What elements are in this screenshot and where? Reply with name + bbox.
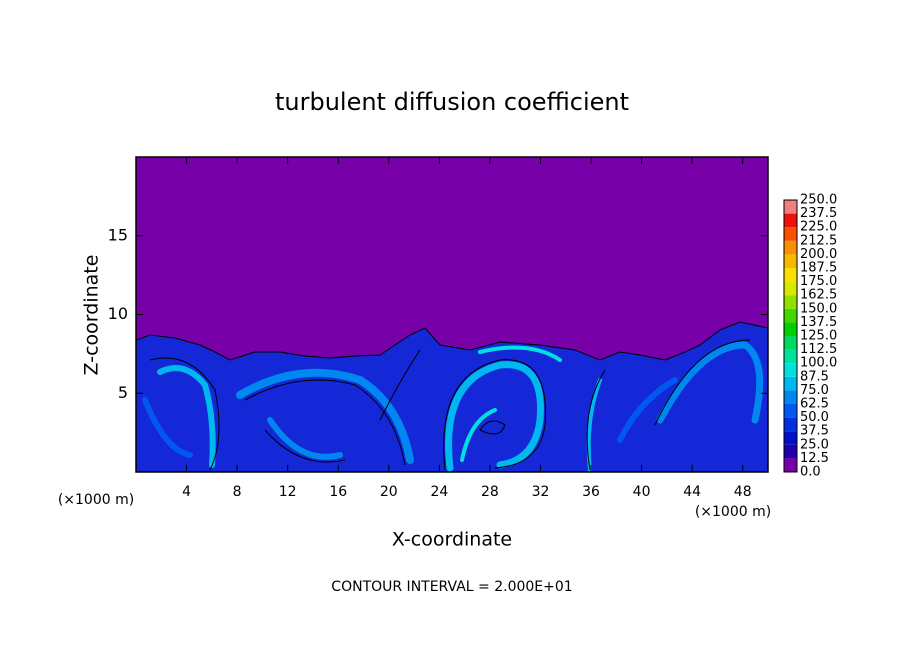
y-tick-label: 10 <box>108 304 128 323</box>
colorbar-label: 12.5 <box>800 451 829 466</box>
x-tick-label: 8 <box>233 484 242 500</box>
field-region <box>136 321 768 472</box>
colorbar-segment <box>784 458 797 472</box>
colorbar-segment <box>784 213 797 228</box>
colorbar-label: 175.0 <box>800 274 837 289</box>
colorbar-segment <box>784 227 797 241</box>
y-tick-label: 15 <box>108 225 128 244</box>
colorbar-segment <box>784 268 797 282</box>
colorbar-label: 250.0 <box>800 193 837 208</box>
colorbar-segment <box>784 417 797 432</box>
colorbar-label: 225.0 <box>800 220 837 235</box>
colorbar-segment <box>784 444 797 459</box>
colorbar-segment <box>784 254 797 268</box>
colorbar-segment <box>784 404 797 418</box>
colorbar-label: 37.5 <box>800 424 829 439</box>
colorbar-segment <box>784 281 797 296</box>
colorbar-label: 112.5 <box>800 342 837 357</box>
colorbar-segment <box>784 376 797 391</box>
x-tick-label: 12 <box>279 484 297 500</box>
colorbar-label: 212.5 <box>800 233 837 248</box>
y-tick-label: 5 <box>118 383 128 402</box>
colorbar-label: 200.0 <box>800 247 837 262</box>
x-tick-label: 24 <box>430 484 448 500</box>
x-tick-label: 20 <box>380 484 398 500</box>
colorbar-label: 237.5 <box>800 206 837 221</box>
colorbar-segment <box>784 349 797 364</box>
colorbar-label: 25.0 <box>800 437 829 452</box>
x-tick-label: 44 <box>683 484 701 500</box>
x-tick-label: 4 <box>182 484 191 500</box>
colorbar-segment <box>784 336 797 350</box>
x-tick-label: 48 <box>734 484 752 500</box>
y-axis-label: Z-coordinate <box>81 255 103 376</box>
field <box>136 157 768 472</box>
colorbar-label: 187.5 <box>800 261 837 276</box>
x-unit-label: (×1000 m) <box>695 504 771 520</box>
colorbar-segment <box>784 363 797 377</box>
x-tick-label: 16 <box>329 484 347 500</box>
x-tick-label: 40 <box>633 484 651 500</box>
colorbar-segment <box>784 240 797 255</box>
colorbar-label: 50.0 <box>800 410 829 425</box>
x-tick-label: 36 <box>582 484 600 500</box>
annotation: CONTOUR INTERVAL = 2.000E+01 <box>331 579 572 595</box>
colorbar-frame <box>783 199 798 473</box>
colorbar-segment <box>784 295 797 309</box>
colorbar-segment <box>784 390 797 404</box>
colorbar-label: 87.5 <box>800 369 829 384</box>
colorbar-segment <box>784 431 797 445</box>
colorbar-segment <box>784 322 797 336</box>
x-tick-label: 28 <box>481 484 499 500</box>
colorbar-label: 100.0 <box>800 356 837 371</box>
x-unit-label: (×1000 m) <box>58 492 134 508</box>
colorbar-label: 75.0 <box>800 383 829 398</box>
x-tick-label: 32 <box>532 484 550 500</box>
x-axis-label: X-coordinate <box>392 529 512 551</box>
chart-title: turbulent diffusion coefficient <box>275 88 629 116</box>
colorbar-label: 62.5 <box>800 397 829 412</box>
colorbar-label: 162.5 <box>800 288 837 303</box>
contour-lines <box>149 339 751 471</box>
field-highlights <box>142 341 764 472</box>
colorbar-label: 150.0 <box>800 301 837 316</box>
colorbar-label: 137.5 <box>800 315 837 330</box>
colorbar-segment <box>784 200 797 214</box>
colorbar-label: 125.0 <box>800 329 837 344</box>
colorbar-segment <box>784 308 797 323</box>
colorbar-label: 0.0 <box>800 465 821 480</box>
